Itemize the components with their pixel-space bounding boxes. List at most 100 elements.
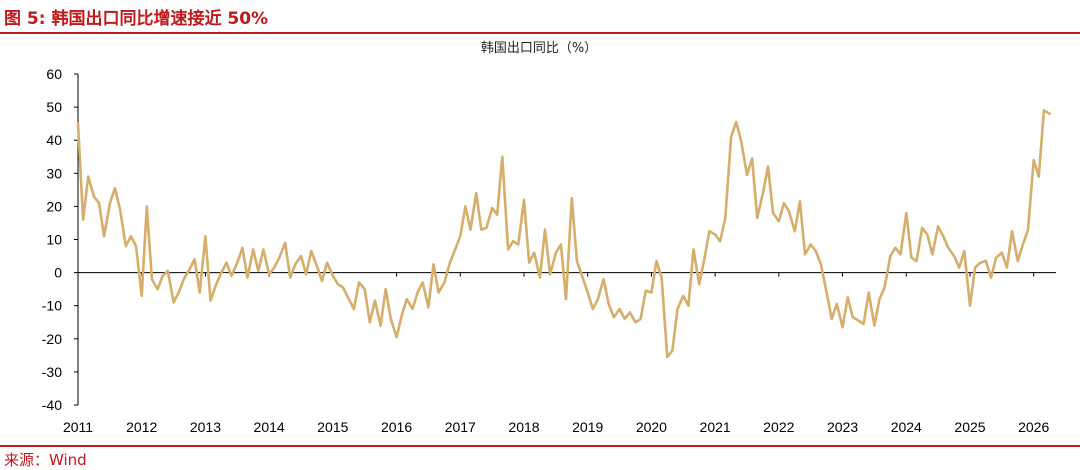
data-point (1027, 229, 1029, 231)
data-point (587, 291, 589, 294)
figure-title: 图 5: 韩国出口同比增速接近 50% (4, 9, 269, 29)
data-point (401, 315, 403, 317)
data-point (963, 250, 965, 252)
data-point (432, 263, 435, 265)
data-point (926, 233, 928, 236)
data-point (756, 217, 758, 219)
data-point (719, 240, 721, 242)
data-point (146, 205, 148, 207)
data-point (480, 229, 482, 231)
data-point (310, 250, 312, 252)
data-point (708, 230, 711, 232)
data-point (300, 255, 302, 257)
y-tick-labels: 60 50 40 30 20 10 0 -10 -20 -30 -40 (42, 66, 78, 413)
data-point (650, 291, 653, 294)
data-point (337, 283, 339, 285)
data-point (852, 316, 854, 318)
data-point (459, 235, 461, 237)
data-point (576, 260, 578, 262)
data-point (597, 298, 599, 300)
data-point (549, 273, 551, 275)
data-point (788, 210, 790, 212)
data-point (241, 247, 243, 249)
data-point (305, 273, 307, 275)
data-point (783, 202, 785, 204)
data-point (778, 220, 780, 222)
data-point (676, 308, 679, 310)
data-point (119, 209, 121, 211)
data-point (815, 250, 817, 252)
y-tick-label: 20 (46, 198, 62, 214)
data-point (321, 280, 323, 282)
y-tick-label: -20 (42, 331, 62, 347)
data-point (422, 281, 424, 284)
data-point (1011, 230, 1013, 232)
data-point (735, 121, 737, 123)
y-tick-label: 0 (54, 265, 62, 281)
y-tick-label: 10 (46, 232, 62, 248)
data-point (842, 326, 844, 328)
data-point (485, 227, 487, 229)
data-point (640, 318, 642, 320)
data-point (995, 257, 997, 259)
data-point (496, 214, 498, 216)
data-point (847, 296, 849, 298)
x-tick-label: 2015 (317, 419, 348, 435)
data-point (810, 243, 812, 246)
x-tick-label: 2012 (126, 419, 157, 435)
x-tick-label: 2017 (445, 419, 476, 435)
data-point (501, 156, 503, 158)
series-layer (76, 109, 1051, 359)
x-tick-label: 2021 (700, 419, 731, 435)
data-point (278, 257, 280, 259)
data-point (199, 291, 201, 294)
data-point (528, 262, 530, 264)
data-point (178, 291, 180, 294)
data-point (979, 262, 981, 264)
data-point (453, 250, 456, 252)
data-point (135, 245, 137, 247)
data-point (230, 275, 233, 277)
data-point (369, 321, 371, 323)
data-point (931, 253, 934, 255)
data-point (555, 252, 557, 254)
data-point (475, 192, 477, 194)
data-point (469, 229, 472, 231)
x-tick-label: 2023 (827, 419, 858, 435)
data-point (937, 225, 939, 227)
series-line-korea-export-yoy (76, 109, 1051, 359)
data-point (364, 288, 366, 290)
data-point (220, 272, 222, 274)
x-tick-label: 2024 (891, 419, 922, 435)
data-point (762, 192, 764, 194)
data-point (438, 291, 440, 294)
data-point (826, 291, 828, 294)
data-point (571, 197, 573, 199)
data-point (464, 205, 466, 207)
data-point (985, 260, 987, 262)
data-point (820, 263, 822, 265)
data-point (603, 278, 605, 280)
data-point (141, 295, 143, 297)
data-point (746, 174, 748, 176)
data-point (868, 291, 870, 294)
data-point (751, 157, 753, 159)
data-point (544, 229, 546, 231)
data-point (831, 318, 833, 320)
data-point (910, 257, 913, 259)
data-point (294, 263, 296, 265)
data-point (565, 298, 567, 300)
data-point (730, 136, 732, 138)
data-point (692, 248, 695, 250)
data-point (724, 217, 726, 219)
data-point (209, 300, 212, 302)
data-point (655, 260, 658, 262)
data-point (262, 248, 264, 250)
data-point (899, 253, 902, 255)
figure-header: 图 5: 韩国出口同比增速接近 50% (0, 0, 1080, 34)
data-point (358, 281, 360, 284)
data-point (491, 207, 493, 209)
data-point (417, 291, 419, 294)
data-point (629, 311, 631, 313)
data-point (1017, 260, 1019, 262)
